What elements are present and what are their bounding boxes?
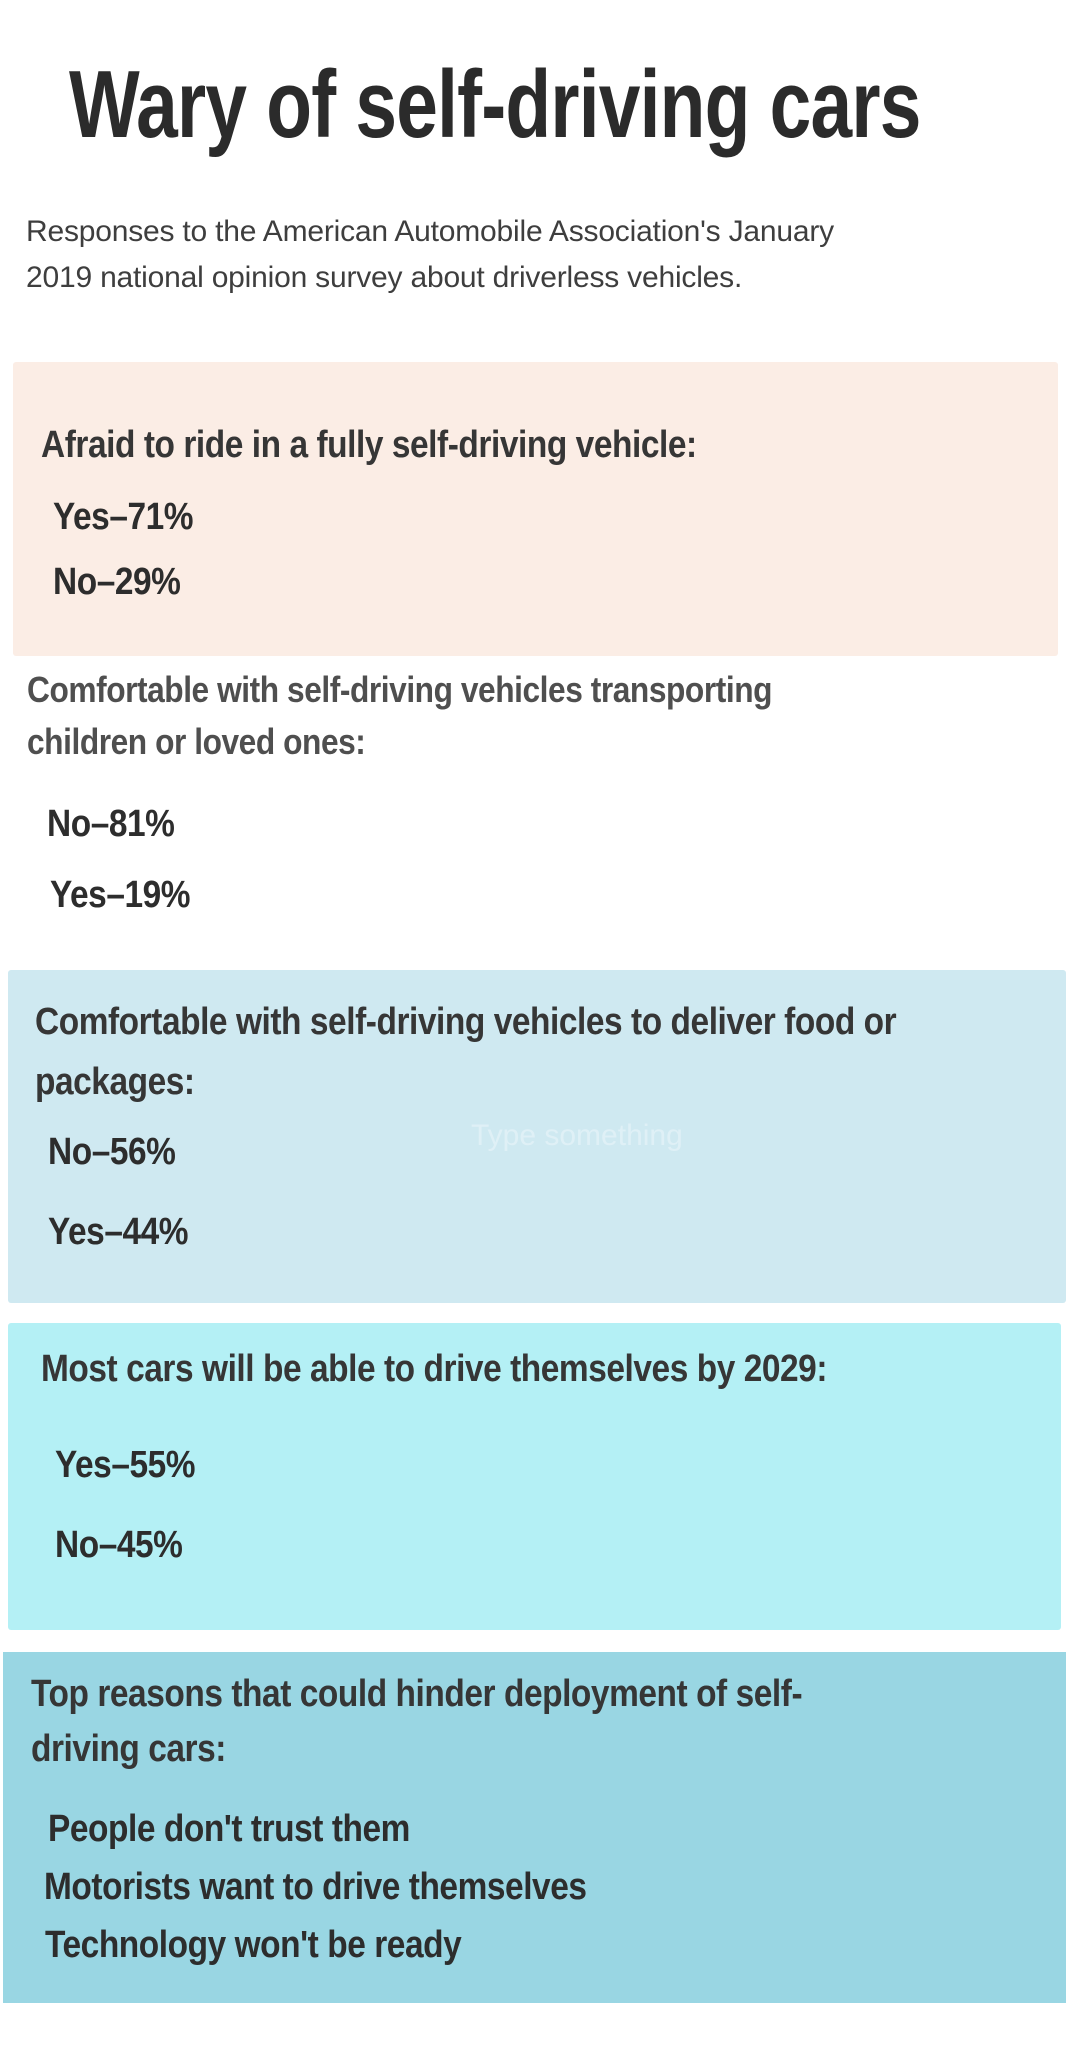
stat-value-no: No–45% [55,1524,183,1566]
reason-item: Technology won't be ready [45,1924,462,1966]
stat-card-drive-themselves-2029 [8,1323,1061,1630]
stat-value-yes: Yes–44% [48,1211,189,1253]
type-something-placeholder[interactable]: Type something [471,1119,683,1152]
card-heading-line-2: packages: [35,1061,195,1103]
card-heading-line-1: Comfortable with self-driving vehicles t… [35,1001,897,1043]
stat-value-yes: Yes–71% [53,496,194,538]
reason-item: People don't trust them [48,1808,410,1850]
stat-card-hinder-deployment [3,1652,1066,2003]
stat-value-no: No–29% [53,561,181,603]
stat-card-deliver-food [8,970,1066,1303]
stat-value-no: No–56% [48,1131,176,1173]
reason-item: Motorists want to drive themselves [44,1866,587,1908]
card-heading-line-2: children or loved ones: [27,721,366,762]
stat-card-afraid-to-ride [13,362,1058,656]
stat-value-yes: Yes–19% [50,874,191,916]
stat-value-yes: Yes–55% [55,1444,196,1486]
page-title: Wary of self-driving cars [69,51,921,158]
card-heading-line-2: driving cars: [31,1728,226,1770]
card-heading: Most cars will be able to drive themselv… [41,1348,828,1390]
card-heading: Afraid to ride in a fully self-driving v… [41,424,697,466]
stat-value-no: No–81% [47,803,175,845]
page-subtitle-line-2: 2019 national opinion survey about drive… [26,261,743,294]
card-heading-line-1: Comfortable with self-driving vehicles t… [27,669,773,710]
page-subtitle-line-1: Responses to the American Automobile Ass… [26,215,834,248]
card-heading-line-1: Top reasons that could hinder deployment… [31,1673,803,1715]
